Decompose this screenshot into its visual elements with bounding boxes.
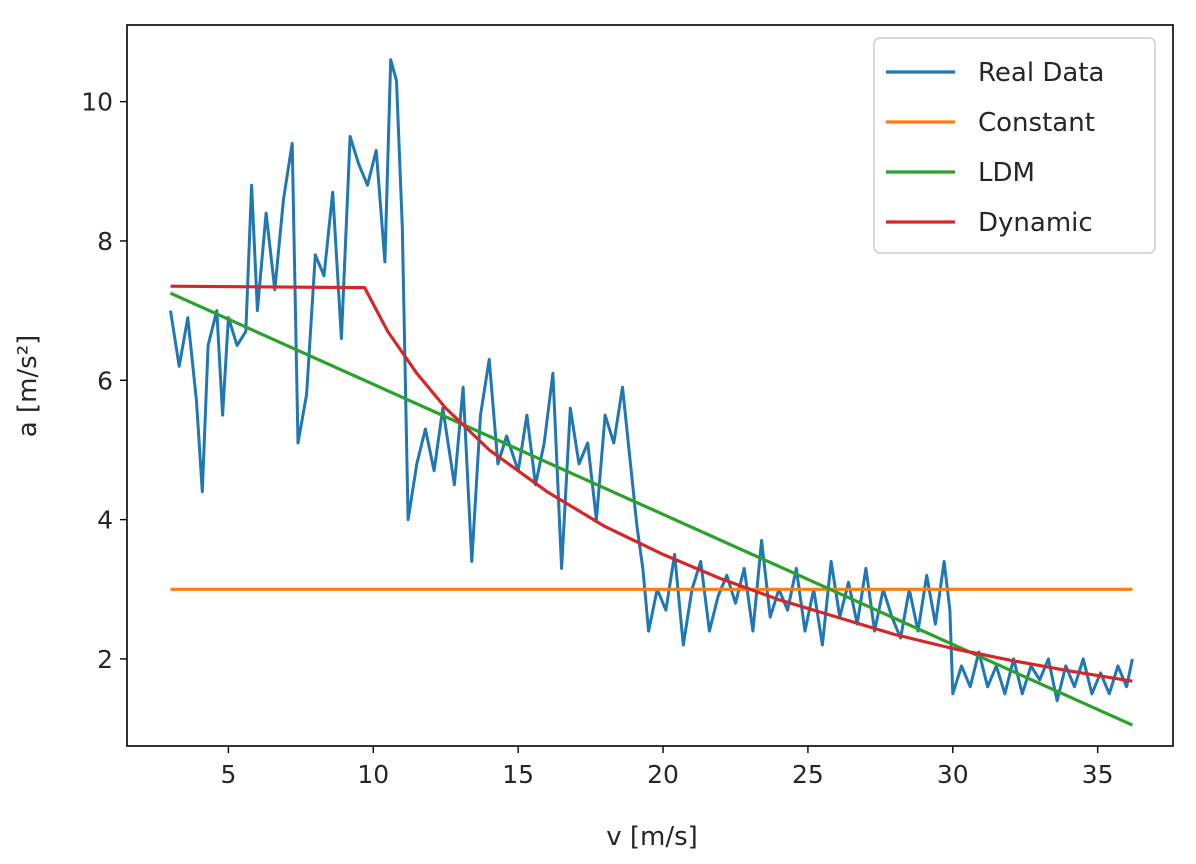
x-tick-label: 30	[937, 760, 969, 789]
y-tick-label: 4	[97, 506, 113, 535]
series-layer	[169, 58, 1134, 727]
x-axis-label: v [m/s]	[606, 822, 698, 852]
series-line-real-data	[169, 58, 1134, 703]
x-tick-label: 15	[502, 760, 534, 789]
legend-label: Dynamic	[978, 208, 1093, 238]
plot-frame	[126, 24, 1174, 747]
x-tick-label: 20	[647, 760, 679, 789]
y-tick-label: 6	[97, 366, 113, 395]
x-tick-label: 25	[792, 760, 824, 789]
y-tick-label: 2	[97, 645, 113, 674]
legend-frame	[873, 37, 1156, 254]
x-tick-label: 10	[357, 760, 389, 789]
y-tick-label: 8	[97, 227, 113, 256]
y-axis-label: a [m/s²]	[13, 335, 43, 438]
legend-label: Constant	[978, 108, 1095, 138]
ticks-layer: 5 10 15 20 25 30 35 2 4 6 8 10	[81, 88, 1113, 789]
legend: Real Data Constant LDM Dynamic	[873, 37, 1156, 254]
series-line-dynamic	[170, 284, 1133, 683]
legend-label: LDM	[978, 158, 1035, 188]
x-tick-label: 35	[1082, 760, 1114, 789]
x-tick-label: 5	[220, 760, 236, 789]
legend-label: Real Data	[978, 58, 1104, 88]
y-tick-label: 10	[81, 88, 113, 117]
